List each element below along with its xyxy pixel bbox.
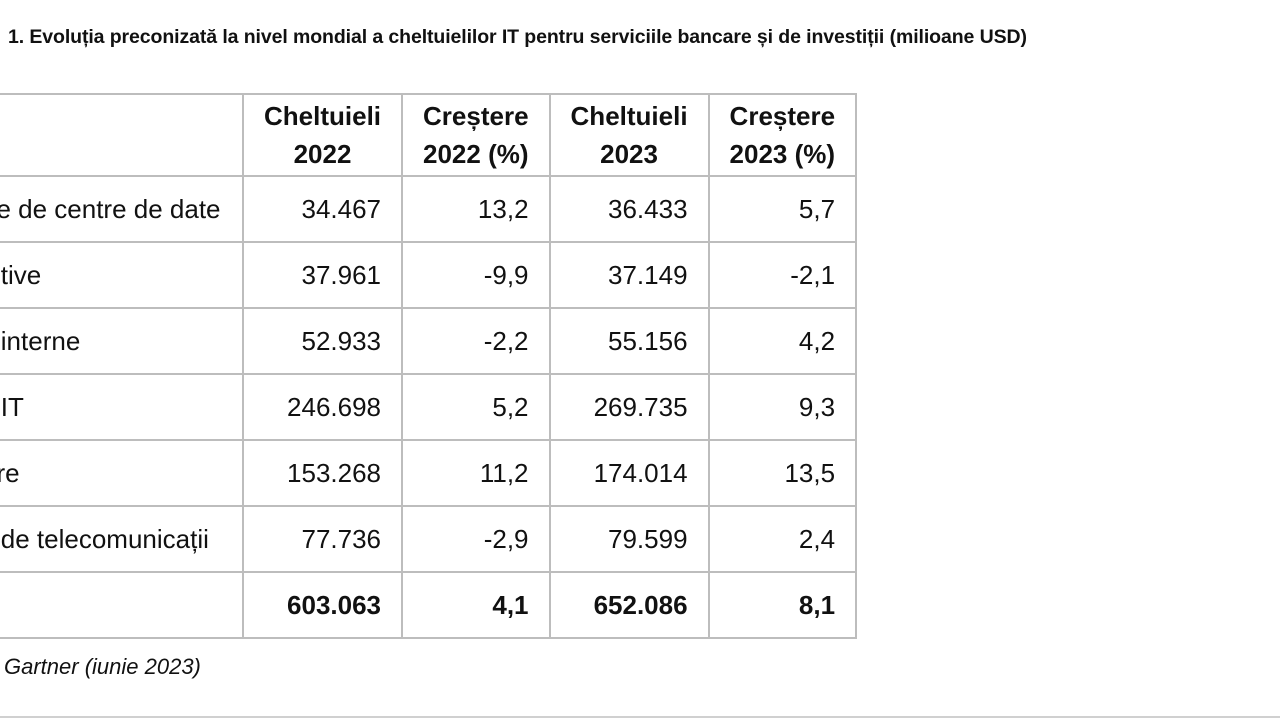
growth-2022-cell: 13,2 (401, 175, 551, 243)
growth-2023-cell: 5,7 (707, 175, 858, 243)
header-row: Cheltuieli 2022 Creștere 2022 (%) Cheltu… (0, 93, 858, 177)
spend-2023-cell: 79.599 (548, 505, 710, 573)
growth-2023-cell: 9,3 (707, 373, 858, 441)
spend-2022-cell: 77.736 (241, 505, 404, 573)
growth-2022-cell: 5,2 (401, 373, 551, 441)
table-row: zitive 37.961 -9,9 37.149 -2,1 (0, 241, 858, 309)
header-growth-2023-line2: 2023 (%) (729, 139, 836, 169)
header-spend-2023-line1: Cheltuieli (570, 101, 688, 131)
row-label: are (0, 439, 244, 507)
total-spend-2023: 652.086 (548, 571, 710, 639)
row-label: ne de centre de date (0, 175, 244, 243)
spend-2023-cell: 55.156 (548, 307, 710, 375)
header-growth-2023: Creștere 2023 (%) (707, 93, 858, 177)
spend-2022-cell: 52.933 (241, 307, 404, 375)
table-row: ii interne 52.933 -2,2 55.156 4,2 (0, 307, 858, 375)
total-label (0, 571, 244, 639)
it-spending-table: Cheltuieli 2022 Creștere 2022 (%) Cheltu… (0, 93, 858, 639)
spend-2023-cell: 269.735 (548, 373, 710, 441)
total-spend-2022: 603.063 (241, 571, 404, 639)
total-row: 603.063 4,1 652.086 8,1 (0, 571, 858, 639)
header-growth-2022-line2: 2022 (%) (423, 139, 529, 169)
growth-2023-cell: 4,2 (707, 307, 858, 375)
growth-2023-cell: 13,5 (707, 439, 858, 507)
header-growth-2022-line1: Creștere (423, 101, 529, 131)
growth-2023-cell: 2,4 (707, 505, 858, 573)
row-label: zitive (0, 241, 244, 309)
spend-2022-cell: 246.698 (241, 373, 404, 441)
header-spend-2023: Cheltuieli 2023 (548, 93, 710, 177)
growth-2022-cell: 11,2 (401, 439, 551, 507)
spend-2023-cell: 37.149 (548, 241, 710, 309)
spend-2023-cell: 174.014 (548, 439, 710, 507)
table-row: ii de telecomunicații 77.736 -2,9 79.599… (0, 505, 858, 573)
header-spend-2022: Cheltuieli 2022 (241, 93, 404, 177)
spend-2022-cell: 34.467 (241, 175, 404, 243)
bottom-divider (0, 716, 1280, 718)
header-spend-2023-line2: 2023 (600, 139, 658, 169)
total-growth-2023: 8,1 (707, 571, 858, 639)
spend-2022-cell: 37.961 (241, 241, 404, 309)
growth-2023-cell: -2,1 (707, 241, 858, 309)
growth-2022-cell: -2,9 (401, 505, 551, 573)
row-label: ii de telecomunicații (0, 505, 244, 573)
header-spend-2022-line2: 2022 (293, 139, 352, 169)
table-row: ii IT 246.698 5,2 269.735 9,3 (0, 373, 858, 441)
table-row: are 153.268 11,2 174.014 13,5 (0, 439, 858, 507)
header-segment (0, 93, 244, 177)
growth-2022-cell: -2,2 (401, 307, 551, 375)
header-spend-2022-line1: Cheltuieli (264, 101, 382, 131)
spend-2023-cell: 36.433 (548, 175, 710, 243)
header-growth-2023-line1: Creștere (729, 101, 836, 131)
header-growth-2022: Creștere 2022 (%) (401, 93, 551, 177)
table-title: 1. Evoluția preconizată la nivel mondial… (8, 26, 1027, 48)
total-growth-2022: 4,1 (401, 571, 551, 639)
row-label: ii IT (0, 373, 244, 441)
row-label: ii interne (0, 307, 244, 375)
table-row: ne de centre de date 34.467 13,2 36.433 … (0, 175, 858, 243)
source-note: Gartner (iunie 2023) (4, 654, 201, 679)
growth-2022-cell: -9,9 (401, 241, 551, 309)
spend-2022-cell: 153.268 (241, 439, 404, 507)
